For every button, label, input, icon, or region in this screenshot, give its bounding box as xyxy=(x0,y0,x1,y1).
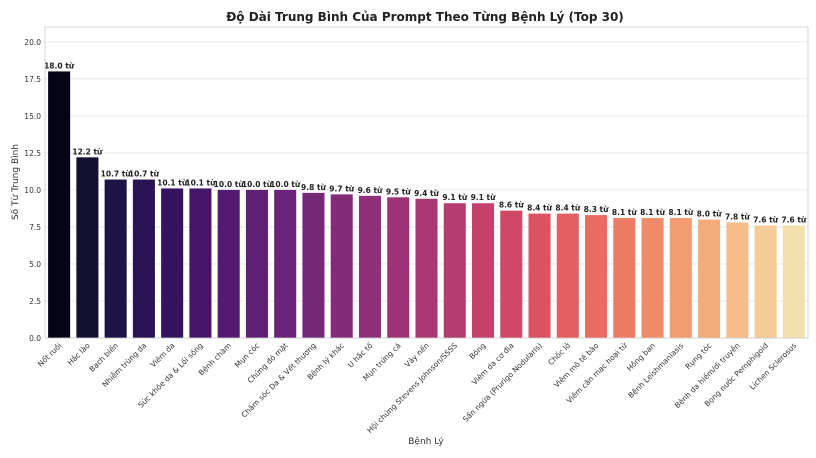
bar-value-label: 8.0 từ xyxy=(697,210,722,219)
bar-value-label: 7.8 từ xyxy=(725,212,750,221)
bar xyxy=(132,179,155,338)
bar xyxy=(161,188,184,338)
bar-value-label: 9.1 từ xyxy=(442,193,467,202)
y-tick-label: 5.0 xyxy=(29,260,41,269)
bar-value-label: 12.2 từ xyxy=(72,147,103,156)
bar xyxy=(782,225,805,338)
y-tick-label: 7.5 xyxy=(29,223,41,232)
bar-value-label: 10.7 từ xyxy=(129,170,160,179)
y-tick-label: 0.0 xyxy=(29,334,41,343)
bar-value-label: 9.7 từ xyxy=(329,184,354,193)
bar-value-label: 10.7 từ xyxy=(101,170,132,179)
bar xyxy=(48,71,71,338)
bar xyxy=(302,192,325,338)
bar-value-label: 10.1 từ xyxy=(157,178,188,187)
bar-value-label: 10.1 từ xyxy=(185,178,216,187)
bar-value-label: 8.1 từ xyxy=(612,208,637,217)
x-axis-label: Bệnh Lý xyxy=(408,436,444,447)
bar-value-label: 9.8 từ xyxy=(301,183,326,192)
bar xyxy=(613,218,636,338)
bar xyxy=(669,218,692,338)
bar xyxy=(245,189,268,338)
bar xyxy=(217,189,240,338)
bar-value-label: 9.6 từ xyxy=(358,186,383,195)
bar xyxy=(641,218,664,338)
bar-value-label: 8.1 từ xyxy=(668,208,693,217)
bar xyxy=(471,203,495,338)
bar-value-label: 9.4 từ xyxy=(414,189,439,198)
bar-value-label: 7.6 từ xyxy=(781,215,806,224)
chart-title: Độ Dài Trung Bình Của Prompt Theo Từng B… xyxy=(226,10,624,24)
y-tick-label: 12.5 xyxy=(24,149,41,158)
bar-value-label: 9.5 từ xyxy=(386,187,411,196)
y-tick-label: 10.0 xyxy=(24,186,41,195)
bar-value-label: 7.6 từ xyxy=(753,215,778,224)
bar xyxy=(358,195,382,338)
y-tick-label: 2.5 xyxy=(29,297,41,306)
bar-value-label: 8.4 từ xyxy=(555,204,580,213)
bar xyxy=(585,215,608,338)
bar xyxy=(528,213,551,338)
bar xyxy=(274,189,297,338)
bar xyxy=(556,213,579,338)
bar xyxy=(500,210,523,338)
bar xyxy=(698,219,721,338)
bar-value-label: 8.1 từ xyxy=(640,208,665,217)
bar xyxy=(387,197,410,338)
bar-value-label: 10.0 từ xyxy=(270,180,301,189)
bar xyxy=(754,225,777,338)
bar xyxy=(104,179,127,338)
bars xyxy=(48,71,805,338)
bar-value-label: 10.0 từ xyxy=(214,180,245,189)
bar-value-label: 18.0 từ xyxy=(44,61,75,70)
y-tick-label: 15.0 xyxy=(24,112,41,121)
bar xyxy=(189,188,212,338)
y-axis-label: Số Từ Trung Bình xyxy=(10,144,21,220)
bar xyxy=(726,222,749,338)
bar xyxy=(415,198,438,338)
y-tick-label: 20.0 xyxy=(24,38,41,47)
bar xyxy=(443,203,466,338)
bar-value-label: 8.3 từ xyxy=(584,205,609,214)
plot-frame xyxy=(44,26,809,339)
y-axis-ticks: 0.0 2.5 5.0 7.5 10.0 12.5 15.0 17.5 20.0 xyxy=(24,38,41,343)
y-tick-label: 17.5 xyxy=(24,75,41,84)
bar-value-label: 8.4 từ xyxy=(527,204,552,213)
bar-value-label: 10.0 từ xyxy=(242,180,273,189)
bar-value-label: 8.6 từ xyxy=(499,201,524,210)
bar-value-label: 9.1 từ xyxy=(471,193,496,202)
bar xyxy=(76,157,99,338)
bar xyxy=(330,194,353,338)
